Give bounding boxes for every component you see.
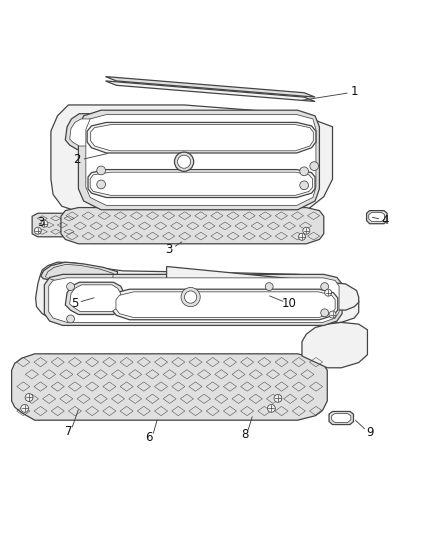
Polygon shape — [70, 285, 121, 311]
Polygon shape — [90, 172, 312, 195]
Polygon shape — [329, 411, 353, 425]
Polygon shape — [49, 278, 339, 322]
Text: 2: 2 — [73, 153, 81, 166]
Circle shape — [268, 405, 276, 413]
Circle shape — [181, 287, 200, 306]
Polygon shape — [154, 266, 359, 310]
Text: 3: 3 — [165, 243, 173, 255]
Text: 6: 6 — [145, 431, 153, 444]
Polygon shape — [70, 119, 117, 146]
Polygon shape — [32, 213, 78, 237]
Text: 4: 4 — [381, 214, 389, 227]
Circle shape — [177, 155, 191, 168]
Polygon shape — [86, 115, 316, 205]
Polygon shape — [91, 125, 313, 151]
Circle shape — [184, 291, 197, 303]
Circle shape — [300, 181, 308, 190]
Text: 8: 8 — [241, 428, 249, 441]
Circle shape — [34, 227, 41, 234]
Circle shape — [265, 282, 273, 290]
Polygon shape — [61, 207, 324, 244]
Circle shape — [25, 393, 33, 401]
Text: 1: 1 — [350, 85, 358, 99]
Polygon shape — [369, 212, 385, 222]
Polygon shape — [367, 211, 387, 224]
Circle shape — [67, 315, 74, 323]
Polygon shape — [88, 169, 315, 198]
Polygon shape — [65, 114, 122, 149]
Polygon shape — [51, 105, 332, 215]
Circle shape — [329, 311, 336, 318]
Circle shape — [41, 220, 48, 227]
Circle shape — [298, 233, 305, 240]
Polygon shape — [87, 123, 316, 153]
Text: 10: 10 — [282, 297, 296, 310]
Polygon shape — [41, 262, 118, 290]
Circle shape — [97, 166, 106, 175]
Polygon shape — [116, 292, 335, 318]
Polygon shape — [44, 274, 342, 326]
Polygon shape — [106, 77, 315, 97]
Circle shape — [300, 167, 308, 176]
Polygon shape — [302, 322, 367, 368]
Polygon shape — [12, 354, 327, 420]
Circle shape — [274, 394, 282, 402]
Circle shape — [310, 161, 318, 171]
Circle shape — [97, 180, 106, 189]
Circle shape — [321, 282, 328, 290]
Circle shape — [325, 289, 332, 296]
Circle shape — [21, 405, 28, 413]
Polygon shape — [65, 282, 124, 314]
Polygon shape — [112, 289, 338, 320]
Polygon shape — [332, 414, 351, 422]
Text: 7: 7 — [65, 425, 72, 438]
Text: 3: 3 — [37, 216, 45, 229]
Text: 5: 5 — [71, 297, 78, 310]
Polygon shape — [106, 81, 315, 101]
Circle shape — [67, 282, 74, 290]
Circle shape — [174, 152, 194, 171]
Polygon shape — [35, 262, 359, 324]
Circle shape — [321, 309, 328, 317]
Polygon shape — [78, 110, 319, 210]
Text: 9: 9 — [366, 426, 373, 439]
Circle shape — [303, 227, 310, 234]
